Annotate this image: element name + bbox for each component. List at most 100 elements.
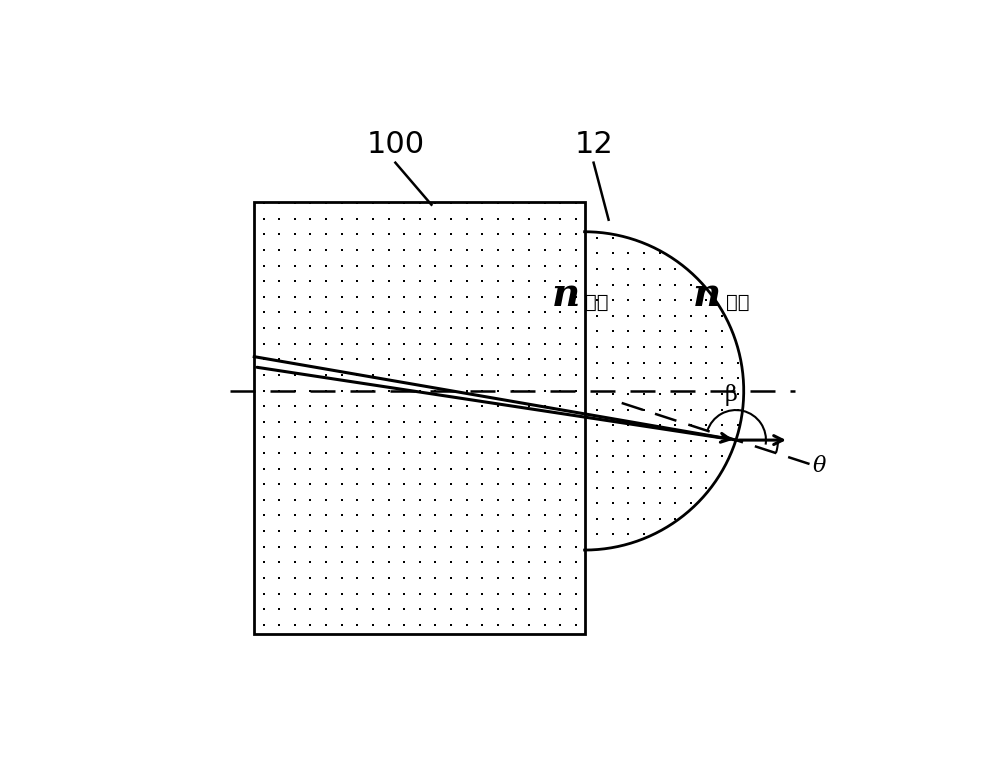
Point	[620, 278, 636, 291]
Point	[365, 619, 381, 631]
Point	[552, 275, 568, 288]
Point	[256, 244, 272, 257]
Point	[490, 228, 506, 240]
Point	[636, 372, 652, 385]
Point	[474, 431, 490, 444]
Point	[334, 619, 350, 631]
Point	[365, 447, 381, 459]
Point	[287, 603, 303, 615]
Point	[287, 244, 303, 257]
Point	[256, 541, 272, 553]
Point	[521, 556, 537, 569]
Point	[381, 509, 397, 522]
Point	[505, 556, 521, 569]
Point	[521, 260, 537, 272]
Point	[443, 228, 459, 240]
Point	[552, 353, 568, 366]
Point	[271, 338, 287, 350]
Point	[396, 244, 412, 257]
Point	[505, 353, 521, 366]
Point	[620, 512, 636, 525]
Point	[287, 307, 303, 319]
Point	[443, 369, 459, 381]
Point	[459, 478, 475, 491]
Point	[381, 431, 397, 444]
Point	[537, 244, 553, 257]
Point	[605, 450, 621, 463]
Point	[620, 341, 636, 353]
Point	[667, 310, 683, 322]
Point	[302, 322, 318, 335]
Point	[474, 494, 490, 506]
Point	[365, 541, 381, 553]
Point	[537, 447, 553, 459]
Point	[537, 572, 553, 584]
Point	[652, 325, 668, 338]
Point	[490, 478, 506, 491]
Point	[256, 228, 272, 240]
Point	[365, 307, 381, 319]
Point	[334, 525, 350, 537]
Point	[552, 525, 568, 537]
Point	[714, 388, 730, 400]
Text: n: n	[552, 276, 580, 314]
Point	[396, 260, 412, 272]
Point	[427, 353, 443, 366]
Point	[474, 416, 490, 428]
Point	[334, 244, 350, 257]
Point	[683, 403, 699, 416]
Point	[568, 541, 584, 553]
Point	[568, 228, 584, 240]
Point	[302, 587, 318, 600]
Point	[459, 556, 475, 569]
Point	[287, 494, 303, 506]
Point	[381, 291, 397, 303]
Point	[474, 307, 490, 319]
Point	[505, 587, 521, 600]
Point	[302, 541, 318, 553]
Point	[636, 388, 652, 400]
Point	[521, 541, 537, 553]
Point	[302, 400, 318, 413]
Point	[459, 228, 475, 240]
Point	[349, 494, 365, 506]
Point	[427, 197, 443, 209]
Point	[605, 497, 621, 509]
Point	[256, 212, 272, 225]
Point	[490, 494, 506, 506]
Point	[605, 512, 621, 525]
Point	[490, 291, 506, 303]
Point	[256, 431, 272, 444]
Point	[334, 369, 350, 381]
Point	[427, 400, 443, 413]
Point	[381, 587, 397, 600]
Point	[568, 338, 584, 350]
Point	[537, 541, 553, 553]
Point	[271, 369, 287, 381]
Point	[302, 619, 318, 631]
Point	[287, 400, 303, 413]
Point	[287, 260, 303, 272]
Point	[396, 400, 412, 413]
Point	[474, 400, 490, 413]
Point	[271, 244, 287, 257]
Point	[620, 310, 636, 322]
Point	[302, 447, 318, 459]
Point	[349, 244, 365, 257]
Point	[334, 603, 350, 615]
Point	[256, 353, 272, 366]
Point	[568, 494, 584, 506]
Point	[505, 572, 521, 584]
Point	[396, 228, 412, 240]
Point	[443, 291, 459, 303]
Point	[302, 369, 318, 381]
Point	[667, 466, 683, 478]
Point	[427, 260, 443, 272]
Point	[459, 307, 475, 319]
Point	[318, 228, 334, 240]
Point	[605, 247, 621, 260]
Point	[271, 291, 287, 303]
Point	[427, 572, 443, 584]
Point	[537, 478, 553, 491]
Point	[537, 494, 553, 506]
